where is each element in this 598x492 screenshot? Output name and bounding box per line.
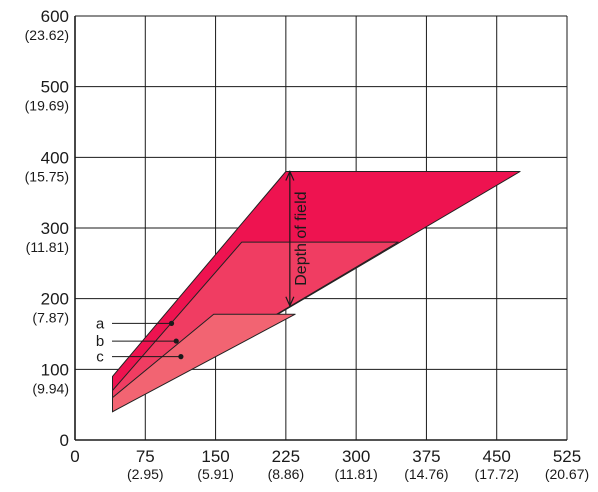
leader-dot-a	[168, 320, 175, 326]
x-tick-sublabel: (5.91)	[197, 466, 234, 482]
x-tick-label: 0	[70, 447, 79, 466]
y-tick-label: 600	[41, 7, 69, 26]
series-label-b: b	[96, 333, 104, 350]
leader-dot-c	[178, 354, 184, 360]
series-label-c: c	[96, 349, 104, 366]
y-tick-sublabel: (11.81)	[26, 239, 69, 255]
y-tick-label: 200	[41, 290, 69, 309]
y-tick-sublabel: (15.75)	[25, 168, 69, 184]
x-tick-sublabel: (14.76)	[404, 466, 448, 482]
x-tick-sublabel: (2.95)	[127, 466, 164, 482]
x-tick-label: 225	[272, 447, 300, 466]
series-label-a: a	[96, 315, 105, 332]
area-c	[112, 313, 296, 413]
y-tick-label: 500	[41, 78, 69, 97]
x-tick-sublabel: (11.81)	[334, 466, 377, 482]
field-areas	[112, 171, 521, 413]
x-axis-ticks: 0 75(2.95) 150(5.91) 225(8.86) 300(11.81) 375…	[70, 447, 589, 482]
x-tick-label: 375	[412, 447, 440, 466]
x-tick-label: 75	[136, 447, 155, 466]
y-tick-sublabel: (9.94)	[32, 380, 69, 396]
y-tick-label: 400	[41, 148, 69, 167]
arrow-head-bottom	[285, 296, 295, 308]
y-tick-sublabel: (7.87)	[32, 310, 69, 326]
y-axis-ticks: 0 100(9.94) 200(7.87) 300(11.81) 400(15.75) 5…	[25, 7, 69, 450]
y-tick-label: 0	[60, 431, 69, 450]
area-a	[112, 171, 521, 413]
y-tick-label: 100	[41, 360, 69, 379]
x-tick-label: 450	[483, 447, 511, 466]
depth-of-field-label: Depth of field	[293, 191, 310, 285]
x-tick-sublabel: (17.72)	[475, 466, 519, 482]
leader-dot-b	[173, 338, 179, 344]
y-tick-sublabel: (19.69)	[25, 98, 69, 114]
y-tick-label: 300	[41, 219, 69, 238]
x-tick-sublabel: (8.86)	[268, 466, 305, 482]
x-tick-label: 525	[553, 447, 581, 466]
x-tick-label: 150	[201, 447, 229, 466]
x-tick-sublabel: (20.67)	[545, 466, 589, 482]
x-tick-label: 300	[342, 447, 370, 466]
y-tick-sublabel: (23.62)	[25, 27, 69, 43]
arrow-head-top	[285, 169, 295, 181]
annotations: abc Depth of field	[96, 169, 310, 366]
